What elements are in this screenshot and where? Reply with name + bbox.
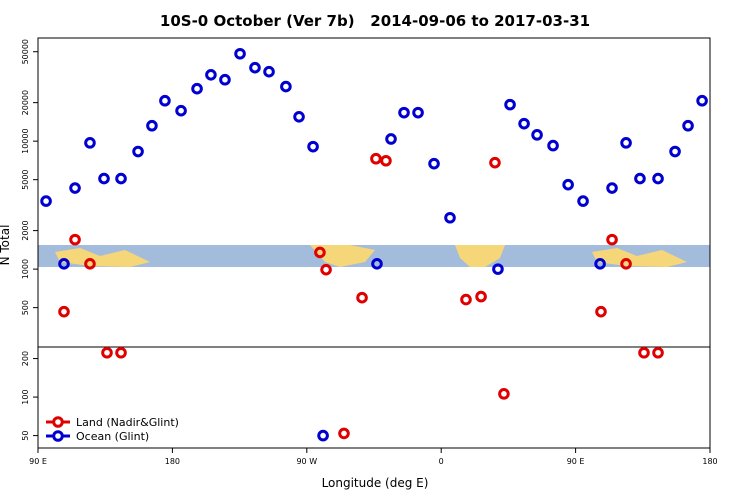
point [58,305,70,318]
y-tick-label: 50000 [21,39,30,64]
point [498,388,510,400]
point [531,129,543,141]
y-axis-label: N Total [0,225,12,266]
point [293,111,305,123]
point [280,80,292,93]
y-tick-label: 2000 [21,220,30,240]
point [115,172,127,185]
point [307,140,319,153]
point [385,133,397,145]
point [219,73,231,86]
point [606,182,618,194]
point [249,61,261,74]
y-tick-label: 10000 [21,128,30,153]
point [370,152,382,165]
y-tick-label: 50 [21,431,30,441]
point [314,246,326,259]
point [234,47,246,60]
point [577,195,589,207]
point [412,106,424,119]
point [98,172,110,185]
point [101,346,113,359]
point [562,178,574,191]
x-tick-label: 180 [702,457,717,466]
point [191,82,203,95]
point [460,293,472,306]
point [475,290,487,303]
point [489,156,501,169]
point [444,211,456,224]
point [696,94,708,107]
y-tick-label: 100 [21,389,30,404]
point [669,145,681,158]
point [504,98,516,111]
y-tick-label: 500 [21,300,30,315]
point [380,154,392,167]
point [682,119,694,132]
point [338,427,350,440]
chart-title: 10S-0 October (Ver 7b) 2014-09-06 to 201… [160,12,590,30]
point [371,258,383,270]
point [594,258,606,270]
point [69,233,81,246]
point [317,429,329,442]
legend-marker [52,430,64,442]
point [40,195,52,207]
plot-frame [37,37,711,449]
point [132,145,144,158]
point [58,258,70,270]
point [606,233,618,246]
point [263,65,275,78]
x-tick-label: 0 [439,457,444,466]
point [518,117,530,130]
point [620,258,632,270]
point [634,172,646,185]
y-tick-label: 5000 [21,169,30,189]
point [69,182,81,194]
legend-marker [52,416,64,428]
y-tick-label: 200 [21,351,30,366]
point [115,346,127,359]
y-tick-label: 20000 [21,90,30,115]
map-strip [38,245,710,267]
point [205,69,217,81]
x-tick-label: 90 E [29,457,47,466]
point [356,291,368,304]
x-tick-label: 90 E [567,457,585,466]
point [652,172,664,185]
point [320,263,332,276]
point [595,305,607,318]
point [428,157,440,170]
point [84,258,96,270]
point [146,119,158,132]
point [652,346,664,359]
x-axis-label: Longitude (deg E) [322,476,429,490]
point [159,94,171,107]
point [620,137,632,149]
point [175,104,187,117]
point [638,346,650,359]
point [547,139,559,152]
legend-label: Ocean (Glint) [76,430,149,443]
point [84,137,96,149]
legend-label: Land (Nadir&Glint) [76,416,179,429]
point [492,263,504,275]
x-tick-label: 90 W [296,457,317,466]
x-tick-label: 180 [165,457,180,466]
point [398,106,410,119]
y-tick-label: 1000 [21,259,30,279]
